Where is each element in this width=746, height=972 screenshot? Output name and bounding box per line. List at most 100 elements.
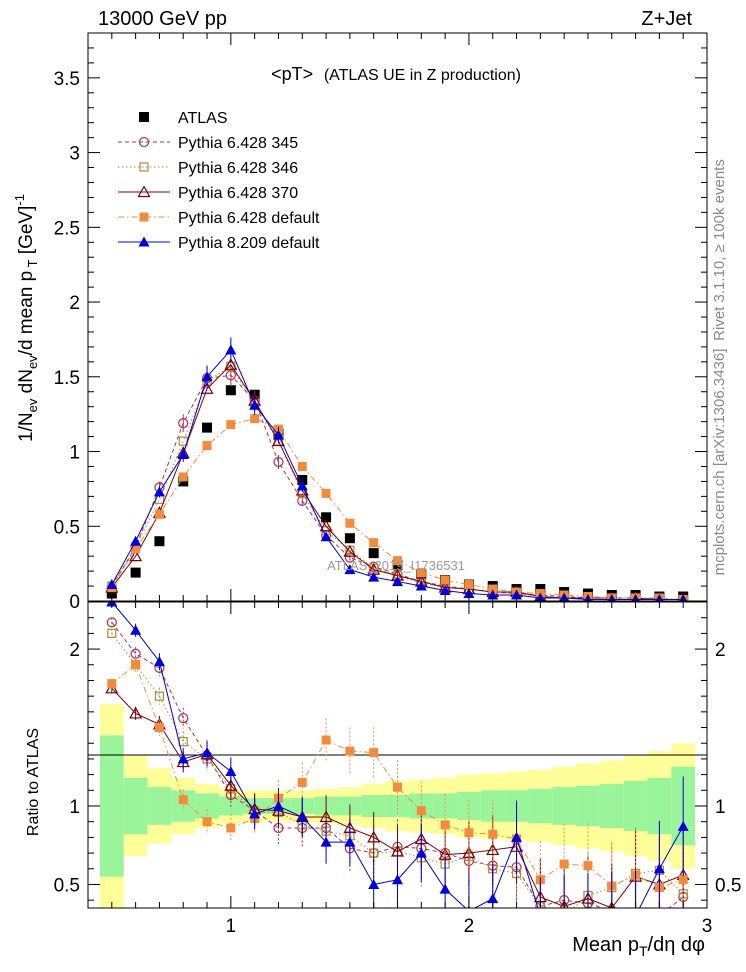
band-inner-bin — [623, 780, 648, 832]
data-point-p345 — [273, 456, 284, 468]
band-inner-bin — [99, 735, 124, 877]
data-point-p8default — [344, 564, 356, 575]
data-point-atlas — [321, 512, 332, 523]
data-point-p370 — [319, 519, 333, 532]
ratio-point-p6default — [583, 861, 593, 871]
ratio-point-p345 — [178, 713, 189, 724]
ratio-point-p6default — [297, 777, 307, 787]
ratio-point-p8default — [582, 910, 593, 920]
ratio-point-p8default — [559, 910, 570, 920]
ratio-point-p6default — [202, 817, 212, 827]
data-point-p6default — [297, 461, 307, 471]
ratio-point-p6default — [488, 829, 498, 839]
data-point-atlas — [344, 533, 355, 544]
data-point-p8default — [439, 585, 451, 596]
legend-label-p345: Pythia 6.428 345 — [178, 135, 298, 152]
data-point-p8default — [320, 531, 332, 542]
ratio-point-p8default — [487, 893, 499, 904]
rivet-label: Rivet 3.1.10, ≥ 100k events — [711, 159, 728, 341]
band-inner-bin — [647, 777, 672, 835]
data-point-atlas — [225, 385, 236, 396]
legend-label-p6default: Pythia 6.428 default — [178, 210, 320, 227]
legend-marker-atlas — [139, 112, 149, 122]
ratio-y-tick-label: 1 — [69, 797, 80, 818]
ratio-point-p8default — [130, 624, 142, 635]
ratio-point-p8default — [249, 808, 261, 819]
ratio-point-p6default — [154, 723, 164, 733]
ratio-point-p346 — [107, 628, 117, 638]
data-point-p8default — [296, 480, 308, 491]
legend-marker-p345 — [138, 136, 150, 148]
data-point-p6default — [369, 538, 379, 548]
data-point-atlas — [368, 548, 379, 559]
ratio-point-p345 — [631, 914, 640, 923]
ratio-point-p6default — [393, 782, 402, 792]
ratio-point-p8default — [439, 883, 451, 894]
ratio-point-p370 — [367, 830, 381, 843]
ratio-point-p6default — [559, 859, 569, 869]
axes: 00.511.522.533.51 2 30.5 0.51 12 2 — [54, 32, 741, 937]
ratio-point-p8default — [511, 831, 523, 842]
ratio-y-tick-label-right: 2 — [715, 640, 726, 661]
x-tick-label: 1 — [226, 916, 237, 937]
data-point-p8default — [272, 429, 284, 440]
y-tick-label: 0.5 — [54, 517, 80, 538]
ratio-point-p6default — [131, 660, 141, 670]
ratio-point-p345 — [655, 911, 664, 920]
ratio-y-tick-label: 2 — [69, 640, 80, 661]
ratio-point-p370 — [559, 899, 569, 908]
ratio-point-p8default — [535, 910, 546, 920]
ratio-point-p346 — [560, 912, 568, 920]
y-tick-label: 2.5 — [54, 218, 80, 239]
ratio-y-tick-label-right: 0.5 — [715, 875, 741, 896]
data-point-p6default — [416, 568, 426, 578]
data-point-p8default — [511, 589, 523, 600]
y-tick-label: 1 — [69, 443, 80, 464]
header-right: Z+Jet — [641, 8, 692, 30]
plot-title: <pT> (ATLAS UE in Z production) — [271, 64, 521, 84]
legend-label-p346: Pythia 6.428 346 — [178, 160, 298, 177]
band-inner-bin — [576, 785, 600, 827]
legend-marker-p8default — [138, 236, 150, 247]
data-point-p6default — [440, 575, 450, 585]
data-point-p6default — [345, 518, 355, 528]
data-point-p6default — [464, 580, 474, 590]
data-point-p6default — [321, 488, 331, 498]
y-tick-label: 3.5 — [54, 69, 80, 90]
band-inner-bin — [385, 795, 410, 817]
data-point-p370 — [224, 358, 238, 370]
legend-marker-p6default — [139, 212, 149, 222]
data-point-p6default — [226, 420, 236, 430]
band-inner-bin — [195, 793, 219, 819]
data-point-p8default — [368, 571, 380, 582]
data-point-p6default — [202, 441, 212, 451]
legend-marker-p346 — [139, 162, 149, 172]
ratio-point-p6default — [440, 820, 450, 830]
y-tick-label: 2 — [69, 293, 80, 314]
data-point-p8default — [130, 535, 142, 546]
x-tick-label: 2 — [464, 916, 475, 937]
ratio-point-p8default — [201, 747, 213, 758]
ratio-point-p8default — [272, 800, 284, 811]
ratio-point-p6default — [321, 735, 331, 745]
data-point-p8default — [201, 371, 213, 382]
ratio-point-p346 — [154, 691, 165, 701]
data-point-p8default — [415, 580, 427, 591]
ratio-point-p8default — [177, 753, 189, 764]
data-point-p345 — [344, 552, 355, 563]
plot-subtitle: (ATLAS UE in Z production) — [324, 67, 521, 84]
band-inner-bin — [457, 791, 481, 821]
legend-marker-p370 — [137, 185, 151, 198]
ratio-point-p8default — [320, 836, 332, 847]
ratio-point-p370 — [224, 778, 238, 791]
legend: ATLAS Pythia 6.428 345 Pythia 6.428 346 Pyt… — [118, 110, 320, 252]
data-point-p6default — [131, 544, 141, 554]
data-point-p370 — [343, 544, 357, 557]
ratio-point-p8default — [415, 847, 427, 858]
ratio-point-p8default — [392, 874, 403, 885]
data-point-p370 — [129, 549, 143, 562]
ratio-point-p8default — [153, 656, 165, 667]
ratio-point-p6default — [178, 795, 188, 805]
band-inner-bin — [361, 795, 386, 817]
data-point-p6default — [393, 556, 402, 566]
